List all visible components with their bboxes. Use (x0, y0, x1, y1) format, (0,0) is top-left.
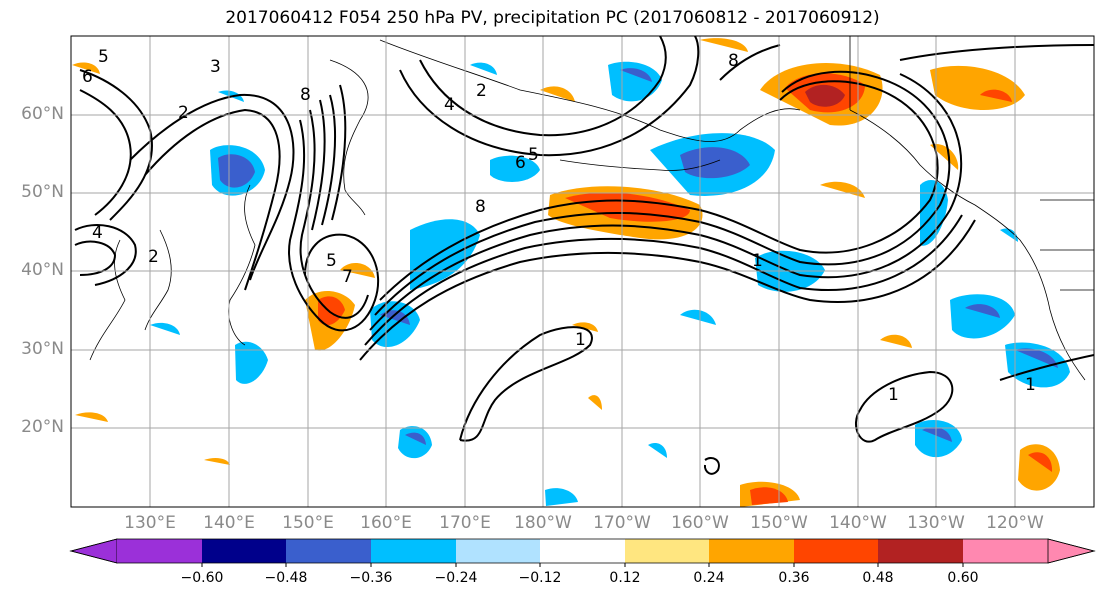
contour-label: 1 (575, 330, 586, 350)
contour-label: 2 (476, 81, 487, 101)
contour-label: 5 (326, 251, 337, 271)
contour-label: 2 (148, 247, 159, 267)
contour-label: 8 (475, 197, 486, 217)
colorbar-swatch (117, 539, 202, 563)
contour-label: 5 (98, 47, 109, 67)
precip-shading (72, 38, 1070, 507)
contour-label: 5 (528, 145, 539, 165)
colorbar-tick-label: −0.36 (336, 570, 406, 586)
lon-label: 140°W (818, 513, 898, 533)
lat-label: 40°N (8, 260, 64, 280)
contour-label: 8 (300, 85, 311, 105)
lon-label: 170°W (582, 513, 662, 533)
colorbar-swatch (371, 539, 456, 563)
contour-label: 7 (342, 267, 353, 287)
precip-negative-area (950, 294, 1015, 338)
precip-negative-area (608, 62, 662, 102)
contour-label: 8 (728, 51, 739, 71)
lat-label: 30°N (8, 339, 64, 359)
lon-label: 170°E (425, 513, 505, 533)
precip-negative-area (680, 310, 716, 325)
colorbar-swatch (456, 539, 540, 563)
contour-label: 6 (515, 153, 526, 173)
precip-positive-area (540, 86, 575, 102)
lat-label: 60°N (8, 104, 64, 124)
lon-label: 150°W (739, 513, 819, 533)
colorbar-tick-label: 0.48 (843, 570, 913, 586)
precip-positive-area (588, 395, 602, 410)
lon-label: 180°W (503, 513, 583, 533)
precip-positive-area (880, 335, 912, 348)
lon-label: 120°W (975, 513, 1055, 533)
colorbar-tick-label: 0.12 (590, 570, 660, 586)
colorbar-swatch (963, 539, 1048, 563)
pv-precip-map: 5 6 2 3 4 8 1 1 6 5 8 5 7 4 2 2 1 1 8 (0, 0, 1105, 601)
precip-negative-area (648, 443, 667, 458)
lon-label: 150°E (268, 513, 348, 533)
contour-label: 3 (210, 57, 221, 77)
lat-label: 20°N (8, 417, 64, 437)
contour-label: 4 (92, 223, 103, 243)
precip-positive-area (204, 458, 230, 465)
lon-label: 140°E (189, 513, 269, 533)
colorbar-tick-label: −0.48 (251, 570, 321, 586)
lon-label: 130°E (110, 513, 190, 533)
colorbar-swatch (202, 539, 286, 563)
contour-label: 1 (1025, 375, 1036, 395)
colorbar-swatch (540, 539, 625, 563)
contour-label: 1 (752, 251, 763, 271)
contour-labels: 5 6 2 3 4 8 1 1 6 5 8 5 7 4 2 2 1 1 8 (82, 47, 1036, 405)
precip-negative-area (915, 420, 962, 457)
precip-positive-area (700, 38, 748, 52)
colorbar-swatch (625, 539, 709, 563)
contour-label: 1 (888, 385, 899, 405)
colorbar-tick-label: −0.24 (421, 570, 491, 586)
colorbar-tick-label: 0.24 (674, 570, 744, 586)
contour-label: 2 (178, 103, 189, 123)
colorbar-swatch (286, 539, 371, 563)
precip-negative-area (470, 63, 497, 75)
precip-positive-area (930, 66, 1025, 110)
precip-negative-area (545, 488, 578, 506)
map-title: 2017060412 F054 250 hPa PV, precipitatio… (0, 8, 1105, 28)
lon-label: 160°E (346, 513, 426, 533)
contour-label: 4 (444, 95, 455, 115)
contour-label: 6 (82, 67, 93, 87)
colorbar-tick-label: −0.12 (505, 570, 575, 586)
lon-label: 130°W (896, 513, 976, 533)
precip-positive-area (1018, 444, 1060, 490)
lon-label: 160°W (660, 513, 740, 533)
colorbar-swatch (878, 539, 963, 563)
colorbar (71, 539, 1094, 567)
colorbar-swatch (709, 539, 794, 563)
lat-label: 50°N (8, 182, 64, 202)
pv-contours (75, 36, 1094, 474)
colorbar-tick-label: 0.36 (759, 570, 829, 586)
precip-negative-area (398, 426, 432, 458)
colorbar-tick-label: 0.60 (928, 570, 998, 586)
colorbar-extend-high (1048, 539, 1094, 563)
colorbar-tick-label: −0.60 (167, 570, 237, 586)
colorbar-swatch (794, 539, 878, 563)
precip-negative-area (150, 323, 180, 335)
colorbar-extend-low (71, 539, 117, 563)
precip-negative-area (235, 342, 268, 384)
precip-positive-area (75, 412, 108, 422)
